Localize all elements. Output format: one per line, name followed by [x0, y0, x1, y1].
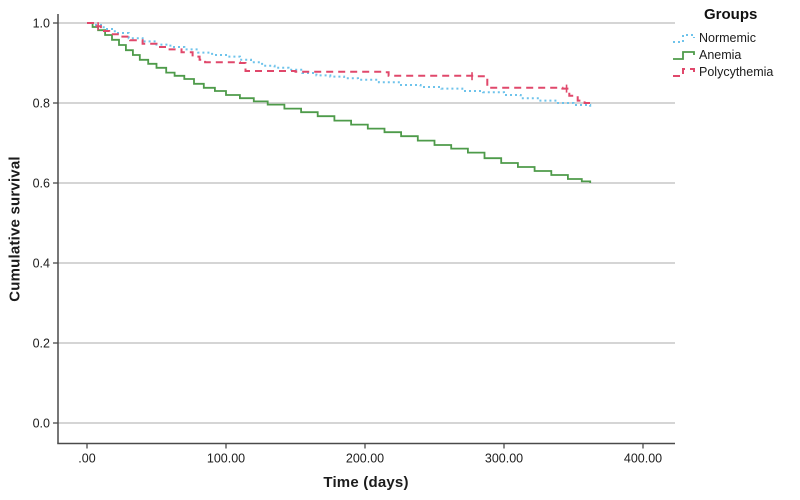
legend-item-polycythemia: Polycythemia [672, 63, 798, 80]
y-tick-label: 0.0 [33, 417, 50, 431]
legend-item-normemic: Normemic [672, 29, 798, 46]
curve-normemic [87, 22, 592, 107]
x-tick-label: 100.00 [207, 452, 245, 466]
legend-items: Normemic Anemia Polycythemia [672, 29, 798, 80]
polycythemia-swatch-icon [673, 67, 695, 77]
curve-anemia [87, 22, 592, 183]
legend: Groups Normemic Anemia Polycythemia [672, 4, 798, 80]
x-tick-label: 200.00 [346, 452, 384, 466]
y-tick-label: 0.2 [33, 337, 50, 351]
legend-label: Normemic [699, 30, 756, 45]
x-tick-label: .00 [78, 452, 95, 466]
y-axis-title: Cumulative survival [6, 156, 24, 302]
legend-label: Anemia [699, 47, 742, 62]
legend-line-sample [673, 67, 695, 77]
legend-line-sample [673, 50, 695, 60]
legend-line-sample [673, 33, 695, 43]
legend-item-anemia: Anemia [672, 46, 798, 63]
curve-polycythemia [87, 22, 592, 105]
legend-label: Polycythemia [699, 64, 774, 79]
y-tick-label: 0.6 [33, 177, 50, 191]
y-tick-label: 0.4 [33, 257, 50, 271]
y-tick-label: 0.8 [33, 97, 50, 111]
x-tick-label: 300.00 [485, 452, 523, 466]
x-axis-title: Time (days) [323, 474, 409, 491]
normemic-swatch-icon [673, 33, 695, 43]
x-tick-label: 400.00 [624, 452, 662, 466]
legend-title: Groups [704, 6, 758, 23]
y-tick-label: 1.0 [33, 17, 50, 31]
anemia-swatch-icon [673, 50, 695, 60]
